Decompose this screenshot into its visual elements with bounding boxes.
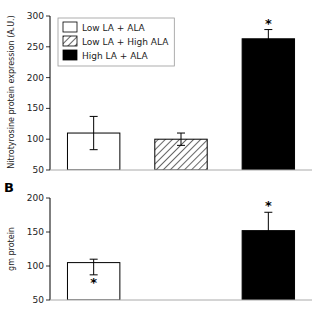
plot-area [67,212,294,300]
tick-label: 150 [27,103,44,113]
tick-label: 200 [27,193,44,203]
y-axis [50,198,51,300]
tick-label: 300 [27,11,44,21]
significance-star: * [265,16,272,31]
error-bar [177,133,185,145]
tick-mark [46,232,50,233]
legend-swatch [63,22,77,32]
significance-star: * [90,275,97,290]
error-bar [90,259,98,275]
tick-label: 50 [33,295,45,305]
legend-label: Low LA + High ALA [82,37,169,47]
plot-area [67,30,294,170]
legend-box [58,18,174,66]
tick-mark [46,46,50,47]
legend-label: High LA + ALA [82,51,149,61]
x-axis [50,170,312,171]
tick-label: 200 [27,73,44,83]
significance-star: * [265,198,272,213]
tick-mark [46,16,50,17]
legend-label: Low LA + ALA [82,23,146,33]
tick-mark [46,77,50,78]
error-bar [264,30,272,48]
tick-mark [46,170,50,171]
legend: Low LA + ALA Low LA + High ALA High LA + A… [58,18,174,66]
tick-mark [46,300,50,301]
tick-label: 150 [27,227,44,237]
figure: 50 100 150 200 250 300 Nitrotyrosine protein e… [0,0,320,320]
y-axis-label: Nitrotyrosine protein expression (A.U.) [7,15,16,168]
x-axis [50,300,312,301]
error-bar [264,212,272,249]
tick-mark [46,108,50,109]
tick-mark [46,198,50,199]
tick-label: 100 [27,134,44,144]
tick-mark [46,266,50,267]
legend-swatch [63,36,77,46]
tick-mark [46,139,50,140]
tick-label: 250 [27,42,44,52]
tick-label: 100 [27,261,44,271]
tick-label: 50 [33,165,45,175]
panel: 50 100 150 200 gm protein B * * [4,180,312,305]
panel: 50 100 150 200 250 300 Nitrotyrosine protein e… [7,11,312,175]
legend-swatch [63,50,77,60]
y-axis-label: gm protein [7,227,16,271]
bar [242,39,294,170]
error-bar [90,116,98,149]
y-axis [50,16,51,170]
panel-label: B [4,180,14,195]
